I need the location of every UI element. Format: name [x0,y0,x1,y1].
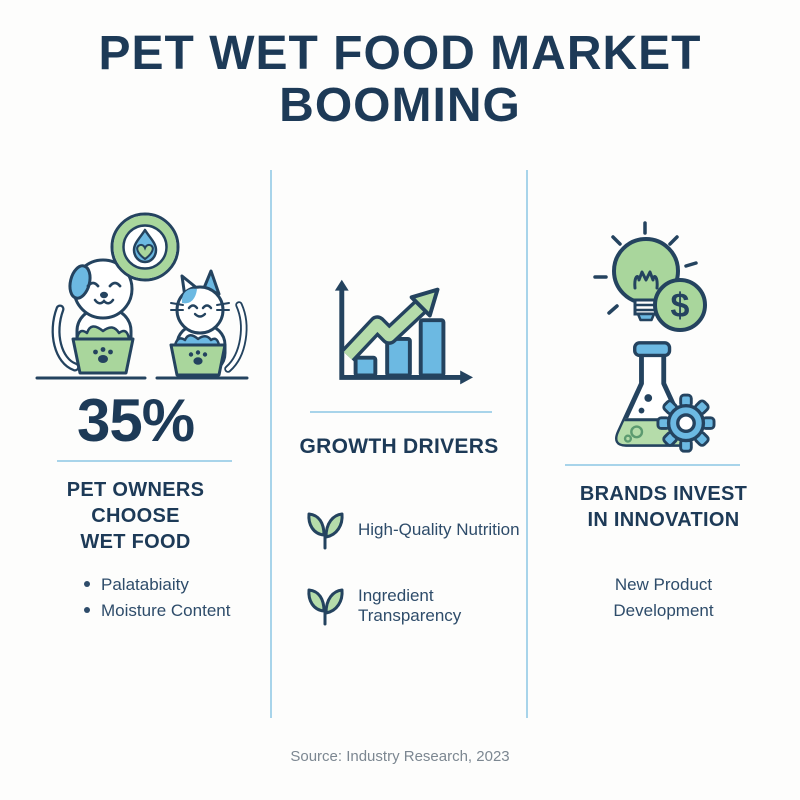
leaf-sprout-icon [307,512,344,550]
paw-print-icon [93,347,113,363]
page-title: PET WET FOOD MARKET BOOMING [0,28,800,132]
left-heading-line: WET FOOD [80,531,191,553]
bullet-item: Moisture Content [84,598,230,624]
column-divider-right [526,170,528,718]
right-heading-line: IN INNOVATION [587,509,740,531]
growth-divider [310,411,492,413]
title-line-1: PET WET FOOD MARKET [98,27,702,80]
water-drop-heart-badge-icon [110,212,180,282]
column-growth-drivers: GROWTH DRIVERS High-Quality Nutrition In… [271,0,527,800]
growth-driver-label: High-Quality Nutrition [358,520,520,539]
left-column-heading: PET OWNERS CHOOSE WET FOOD [0,477,271,555]
middle-column-heading: GROWTH DRIVERS [299,435,499,458]
dog-cat-bowls-illustration [35,212,249,380]
growth-driver-item: Ingredient Transparency [305,586,527,626]
column-brands-innovation: $ [527,0,800,800]
right-heading-line: BRANDS INVEST [579,483,748,505]
dollar-sign: $ [671,287,690,325]
left-heading-line: CHOOSE [91,505,180,527]
column-divider-left [270,170,272,718]
gear-icon [656,393,716,453]
bullet-list: Palatabiaity Moisture Content [84,572,230,624]
stat-divider [57,460,232,462]
growth-chart-icon [334,279,474,385]
bullet-label: Moisture Content [101,601,231,620]
right-column-subtext: New Product Development [527,572,800,624]
subtext-line: New Product [614,575,713,594]
flask-gear-icon [615,341,716,453]
bullet-item: Palatabiaity [84,572,230,598]
subtext-line: Development [613,601,714,620]
bullet-dot [84,607,90,613]
lightbulb-dollar-icon: $ [593,221,707,332]
bullet-dot [84,581,90,587]
growth-driver-label: Ingredient Transparency [358,586,462,625]
brands-divider [565,464,740,466]
stat-value: 35% [76,387,195,454]
column-pet-owners: 35% PET OWNERS CHOOSE WET FOOD Palatabia… [0,0,271,800]
left-heading-line: PET OWNERS [66,479,205,501]
growth-driver-item: High-Quality Nutrition [305,510,520,550]
leaf-sprout-icon [307,588,344,626]
right-column-heading: BRANDS INVEST IN INNOVATION [527,481,800,533]
paw-print-icon [188,350,208,365]
title-line-2: BOOMING [279,79,521,132]
bullet-label: Palatabiaity [101,575,189,594]
source-attribution: Source: Industry Research, 2023 [290,748,510,765]
